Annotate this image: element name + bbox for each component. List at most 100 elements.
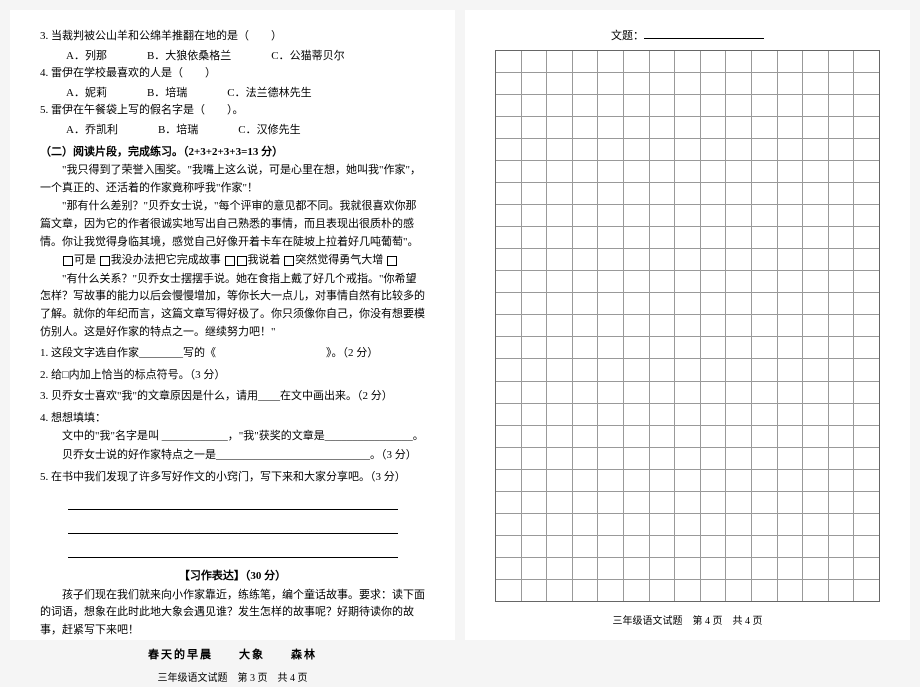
grid-cell (675, 249, 701, 270)
grid-cell (803, 558, 829, 579)
grid-cell (598, 514, 624, 535)
grid-cell (496, 536, 522, 557)
grid-cell (547, 492, 573, 513)
passage-p3: 可是 我没办法把它完成故事 我说着 突然觉得勇气大增 (40, 252, 425, 270)
grid-cell (726, 315, 752, 336)
grid-cell (778, 470, 804, 491)
grid-cell (778, 51, 804, 72)
box-icon (100, 256, 110, 266)
grid-cell (573, 315, 599, 336)
grid-cell (573, 448, 599, 469)
grid-cell (547, 139, 573, 160)
grid-cell (598, 139, 624, 160)
grid-cell (522, 580, 548, 601)
grid-cell (829, 382, 855, 403)
grid-cell (598, 470, 624, 491)
grid-cell (522, 183, 548, 204)
grid-cell (598, 426, 624, 447)
grid-cell (701, 315, 727, 336)
subq-4a: 文中的"我"名字是叫 ____________，"我"获奖的文章是_______… (40, 428, 425, 446)
section-2-head: （二）阅读片段，完成练习。（2+3+2+3+3=13 分） (40, 144, 425, 162)
grid-cell (778, 117, 804, 138)
grid-cell (803, 271, 829, 292)
p3d: 突然觉得勇气大增 (295, 254, 383, 266)
grid-cell (650, 227, 676, 248)
grid-cell (573, 117, 599, 138)
grid-cell (547, 183, 573, 204)
grid-cell (803, 183, 829, 204)
grid-cell (547, 315, 573, 336)
grid-cell (522, 73, 548, 94)
grid-cell (675, 448, 701, 469)
grid-cell (650, 470, 676, 491)
grid-cell (496, 249, 522, 270)
grid-cell (624, 95, 650, 116)
blank-line (68, 524, 398, 534)
grid-cell (803, 536, 829, 557)
grid-cell (650, 293, 676, 314)
essay-title-prefix: 文题： (611, 30, 644, 42)
opt-3c: C．公猫蒂贝尔 (271, 48, 344, 66)
grid-cell (701, 470, 727, 491)
grid-cell (726, 249, 752, 270)
grid-cell (829, 271, 855, 292)
writing-grid (495, 50, 880, 602)
grid-cell (829, 205, 855, 226)
grid-cell (829, 470, 855, 491)
opt-5a: A．乔凯利 (66, 122, 118, 140)
grid-cell (778, 161, 804, 182)
grid-cell (726, 382, 752, 403)
grid-cell (854, 205, 879, 226)
grid-cell (547, 404, 573, 425)
grid-cell (624, 227, 650, 248)
grid-cell (701, 536, 727, 557)
grid-cell (854, 293, 879, 314)
composition-head: 【习作表达】（30 分） (40, 568, 425, 586)
grid-cell (803, 359, 829, 380)
grid-cell (573, 227, 599, 248)
grid-cell (701, 404, 727, 425)
grid-cell (650, 492, 676, 513)
grid-cell (701, 448, 727, 469)
grid-cell (624, 382, 650, 403)
grid-cell (496, 382, 522, 403)
grid-cell (522, 293, 548, 314)
grid-cell (547, 227, 573, 248)
grid-cell (522, 514, 548, 535)
box-icon (387, 256, 397, 266)
grid-cell (573, 404, 599, 425)
grid-row (496, 470, 879, 492)
opt-4c: C．法兰德林先生 (227, 85, 311, 103)
grid-cell (675, 73, 701, 94)
grid-cell (726, 73, 752, 94)
grid-cell (752, 139, 778, 160)
grid-cell (598, 183, 624, 204)
box-icon (225, 256, 235, 266)
grid-cell (675, 492, 701, 513)
grid-cell (650, 337, 676, 358)
grid-cell (522, 117, 548, 138)
grid-cell (496, 514, 522, 535)
opt-5c: C．汉修先生 (238, 122, 300, 140)
grid-cell (624, 514, 650, 535)
opt-4a: A．妮莉 (66, 85, 107, 103)
grid-cell (854, 470, 879, 491)
grid-cell (522, 492, 548, 513)
grid-cell (752, 448, 778, 469)
grid-cell (624, 492, 650, 513)
grid-cell (829, 95, 855, 116)
grid-cell (522, 337, 548, 358)
p3a: 可是 (74, 254, 96, 266)
grid-cell (726, 448, 752, 469)
grid-cell (573, 426, 599, 447)
grid-cell (778, 205, 804, 226)
grid-cell (496, 51, 522, 72)
grid-cell (726, 227, 752, 248)
essay-title-blank (644, 29, 764, 39)
grid-cell (675, 117, 701, 138)
grid-cell (573, 382, 599, 403)
grid-cell (650, 514, 676, 535)
grid-cell (752, 470, 778, 491)
grid-cell (522, 536, 548, 557)
grid-cell (650, 73, 676, 94)
